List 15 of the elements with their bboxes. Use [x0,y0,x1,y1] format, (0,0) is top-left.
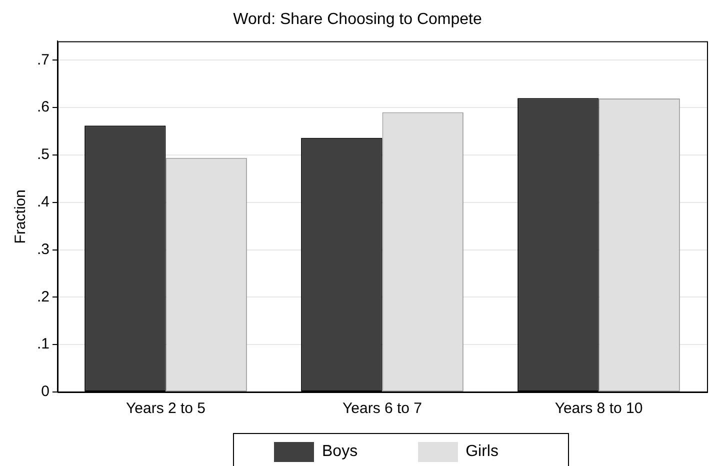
x-tick-label: Years 2 to 5 [126,400,206,418]
y-tick-label: .4 [36,194,50,211]
y-tick-label: .5 [36,146,50,164]
y-tick-label: .7 [36,51,50,68]
x-tick-label: Years 8 to 10 [554,400,643,418]
x-tick-label: Years 6 to 7 [342,400,422,418]
legend-label: Boys [322,443,358,461]
y-tick-label: .6 [36,98,50,116]
y-tick-label: .1 [36,336,50,353]
y-tick-label: .3 [36,240,50,258]
y-axis-title: Fraction [12,190,30,244]
y-tick-label: 0 [41,383,50,400]
chart-title: Word: Share Choosing to Compete [233,11,482,28]
y-tick-label: .2 [36,288,50,306]
legend-label: Girls [466,443,498,461]
